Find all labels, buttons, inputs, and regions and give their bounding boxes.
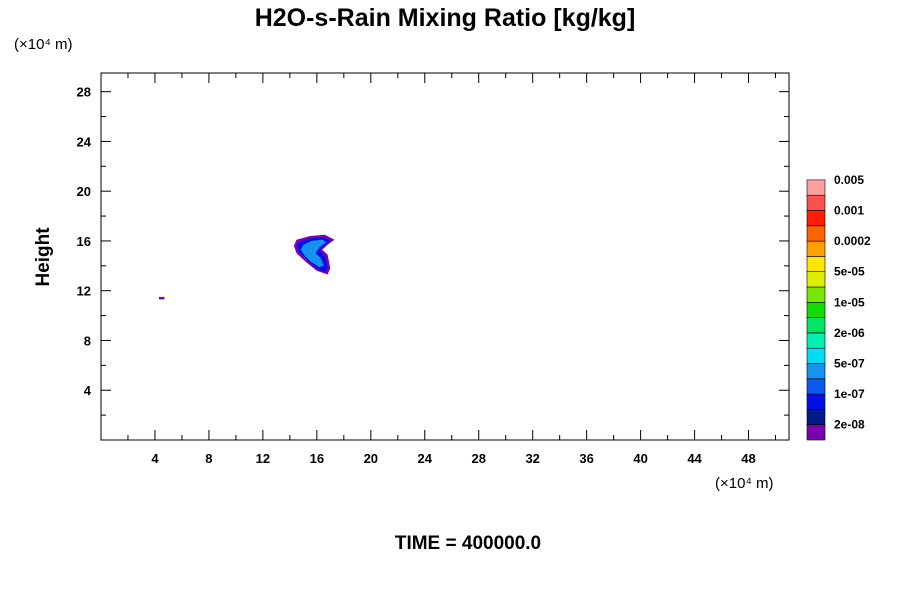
colorbar-label: 5e-07 (834, 357, 865, 371)
colorbar-swatch (806, 286, 826, 303)
colorbar-swatch (806, 301, 826, 318)
y-axis-unit: (×10⁴ m) (14, 36, 73, 53)
rain-feature (159, 296, 165, 300)
x-tick-label: 44 (687, 451, 702, 466)
colorbar-swatch (806, 363, 826, 380)
colorbar-swatch (806, 378, 826, 395)
colorbar: 2e-08 1e-07 5e-07 2e-06 1e-05 5e-05 0.0002 0.00… (806, 173, 871, 441)
colorbar-swatch (806, 240, 826, 257)
y-tick-label: 12 (77, 284, 91, 299)
colorbar-label: 2e-08 (834, 418, 865, 432)
colorbar-swatch (806, 332, 826, 349)
colorbar-swatch (806, 317, 826, 334)
y-tick-label: 24 (77, 134, 92, 149)
x-tick-label: 16 (310, 451, 324, 466)
colorbar-swatch (806, 271, 826, 288)
colorbar-label: 1e-05 (834, 295, 865, 309)
colorbar-swatch (806, 194, 826, 211)
x-tick-label: 28 (471, 451, 485, 466)
x-tick-label: 32 (525, 451, 539, 466)
colorbar-swatch (806, 256, 826, 272)
colorbar-label: 0.0002 (834, 234, 871, 248)
colorbar-label: 2e-06 (834, 326, 865, 340)
y-tick-label: 20 (77, 184, 91, 199)
colorbar-swatch (806, 179, 826, 196)
colorbar-label: 5e-05 (834, 265, 865, 279)
colorbar-swatch (806, 210, 826, 227)
y-tick-label: 8 (84, 333, 91, 348)
colorbar-label: 0.005 (834, 173, 864, 187)
colorbar-swatch (806, 409, 826, 425)
colorbar-swatch (806, 424, 826, 441)
x-tick-label: 8 (205, 451, 212, 466)
x-axis: 4 8 12 16 20 24 28 32 36 40 44 48 (127, 73, 777, 466)
y-axis-label: Height (33, 227, 54, 287)
plot-frame (100, 72, 790, 441)
x-tick-label: 40 (633, 451, 647, 466)
colorbar-label: 1e-07 (834, 387, 865, 401)
x-tick-label: 4 (151, 451, 159, 466)
x-tick-label: 24 (418, 451, 433, 466)
colorbar-swatch (806, 347, 826, 364)
x-tick-label: 48 (741, 451, 755, 466)
contour-fields (159, 234, 335, 300)
colorbar-swatch (806, 393, 826, 410)
y-tick-label: 4 (84, 383, 92, 398)
x-tick-label: 20 (364, 451, 378, 466)
x-tick-label: 12 (256, 451, 270, 466)
x-tick-label: 36 (579, 451, 593, 466)
x-axis-unit: (×10⁴ m) (715, 475, 774, 492)
rain-feature (293, 234, 335, 275)
y-tick-label: 16 (77, 234, 91, 249)
colorbar-label: 0.001 (834, 204, 864, 218)
chart-title: H2O-s-Rain Mixing Ratio [kg/kg] (255, 4, 636, 32)
time-label: TIME = 400000.0 (395, 533, 541, 554)
y-axis: 4 8 12 16 20 24 28 (77, 85, 789, 416)
y-tick-label: 28 (77, 85, 91, 100)
colorbar-swatch (806, 225, 826, 242)
contour-level-inner (300, 239, 327, 268)
contour-level-outer (159, 296, 165, 300)
